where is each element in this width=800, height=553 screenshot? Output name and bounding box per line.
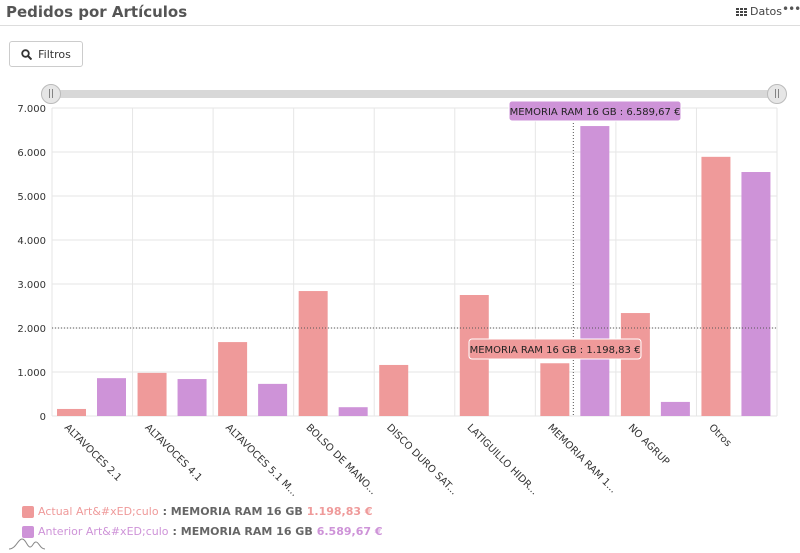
legend-series-name: Actual Art&#xED;culo	[38, 505, 159, 518]
tooltip-box	[468, 338, 642, 360]
bar-anterior[interactable]	[258, 383, 288, 416]
page-title: Pedidos por Artículos	[6, 3, 188, 21]
bar-actual[interactable]	[298, 291, 328, 416]
y-tick-label: 5.000	[17, 192, 46, 203]
y-tick-label: 1.000	[17, 368, 46, 379]
data-button[interactable]: Datos	[736, 5, 782, 18]
range-slider-left-handle[interactable]: ||	[41, 84, 61, 104]
bar-anterior[interactable]	[177, 379, 207, 416]
bar-actual[interactable]	[57, 408, 86, 416]
bar-actual[interactable]	[137, 372, 167, 416]
y-tick-label: 6.000	[17, 148, 46, 159]
x-tick-label: ALTAVOCES 2.1	[62, 422, 123, 483]
x-tick-label: BOLSO DE MANO...	[304, 422, 379, 497]
bar-anterior[interactable]	[741, 172, 771, 416]
bar-actual[interactable]	[620, 313, 650, 416]
tooltip-text: MEMORIA RAM 16 GB : 6.589,67 €	[510, 107, 681, 118]
legend-item-anterior[interactable]: Anterior Art&#xED;culo: MEMORIA RAM 16 G…	[22, 525, 382, 538]
bar-anterior[interactable]	[97, 378, 126, 416]
legend-item-name: : MEMORIA RAM 16 GB	[172, 525, 313, 538]
data-label: Datos	[750, 5, 782, 18]
legend-series-name: Anterior Art&#xED;culo	[38, 525, 169, 538]
bar-actual[interactable]	[218, 342, 248, 416]
bar-actual[interactable]	[701, 156, 731, 416]
bar-anterior[interactable]	[580, 126, 610, 417]
x-tick-label: LATIGUILLO HIDR...	[465, 422, 540, 497]
x-tick-label: MEMORIA RAM 1...	[545, 422, 618, 495]
x-tick-label: ALTAVOCES 4.1	[142, 422, 203, 483]
range-slider-right-handle[interactable]: ||	[767, 84, 787, 104]
header: Pedidos por Artículos Datos •••	[0, 0, 800, 26]
x-tick-label: Otros	[706, 422, 733, 449]
more-options-icon[interactable]: •••	[782, 2, 800, 16]
table-icon	[736, 7, 747, 16]
y-tick-label: 7.000	[17, 104, 46, 115]
filters-label: Filtros	[38, 47, 71, 61]
y-tick-label: 2.000	[17, 324, 46, 335]
x-tick-label: DISCO DURO SAT...	[384, 422, 459, 497]
bar-anterior[interactable]	[660, 401, 690, 416]
y-tick-label: 4.000	[17, 236, 46, 247]
range-slider-track[interactable]	[49, 90, 779, 98]
bar-actual[interactable]	[540, 363, 570, 416]
y-tick-label: 0	[40, 412, 46, 423]
tooltip-text: MEMORIA RAM 16 GB : 1.198,83 €	[470, 345, 641, 356]
y-tick-label: 3.000	[17, 280, 46, 291]
search-icon	[21, 48, 33, 60]
legend-item-actual[interactable]: Actual Art&#xED;culo: MEMORIA RAM 16 GB …	[22, 505, 373, 518]
legend-item-name: : MEMORIA RAM 16 GB	[162, 505, 303, 518]
legend-value: 1.198,83 €	[306, 505, 373, 518]
legend-value: 6.589,67 €	[316, 525, 383, 538]
tooltip-box	[508, 100, 682, 122]
sparkline-logo-icon	[8, 538, 46, 550]
legend-swatch-anterior	[22, 525, 34, 538]
legend-swatch-actual	[22, 505, 34, 518]
bar-actual[interactable]	[379, 364, 409, 416]
bar-chart: 0 1.000 2.000 3.000 4.000 5.000 6.000 7.000 ALTA…	[17, 100, 778, 499]
x-tick-label: NO AGRUP	[626, 422, 671, 467]
bar-anterior[interactable]	[338, 407, 368, 416]
x-tick-label: ALTAVOCES 5.1 M...	[223, 422, 300, 499]
filters-button[interactable]: Filtros	[9, 41, 83, 67]
